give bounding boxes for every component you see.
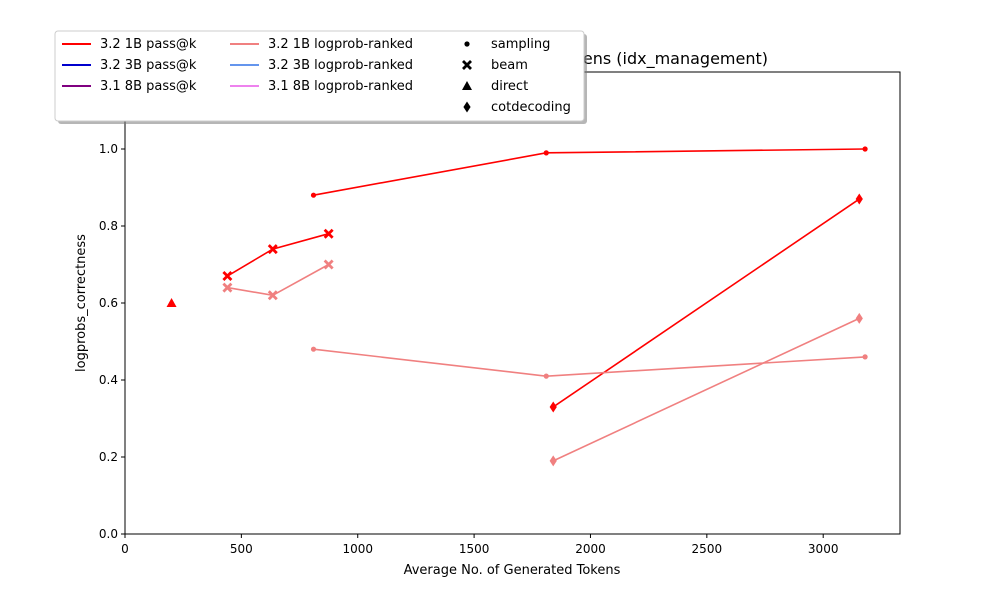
series-line-3-2-1b-logprob-ranked-sampling xyxy=(313,348,866,377)
legend-label: 3.2 1B logprob-ranked xyxy=(268,37,413,52)
series-line-3-2-1b-logprob-ranked-cotdecoding xyxy=(552,317,860,462)
x-tick-label: 3000 xyxy=(808,542,839,556)
x-tick-label: 1500 xyxy=(459,542,490,556)
legend-label: 3.1 8B logprob-ranked xyxy=(268,79,413,94)
y-tick-label: 1.0 xyxy=(99,142,118,156)
data-point-3-2-1b-logprob-ranked-cotdecoding xyxy=(855,312,863,324)
series-line-3-2-1b-pass-k-beam xyxy=(226,232,329,277)
data-point-3-2-1b-logprob-ranked-beam xyxy=(222,282,233,293)
legend-label: 3.2 1B pass@k xyxy=(100,37,197,52)
legend-label: 3.2 3B pass@k xyxy=(100,58,197,73)
data-point-3-2-1b-logprob-ranked-beam xyxy=(267,290,278,301)
legend-box xyxy=(54,30,585,122)
x-tick-label: 2500 xyxy=(692,542,723,556)
legend-label: cotdecoding xyxy=(491,100,571,115)
legend-marker-triangle xyxy=(462,81,472,90)
data-point-3-2-1b-pass-k-sampling xyxy=(543,150,549,156)
legend-label: direct xyxy=(491,79,528,94)
x-tick-label: 0 xyxy=(121,542,129,556)
x-tick-label: 1000 xyxy=(342,542,373,556)
x-axis-label: Average No. of Generated Tokens xyxy=(404,563,621,578)
data-point-3-2-1b-pass-k-cotdecoding xyxy=(855,193,863,205)
data-point-3-2-1b-pass-k-sampling xyxy=(310,192,317,198)
series-line-3-2-1b-logprob-ranked-beam xyxy=(227,263,330,297)
data-point-3-2-1b-logprob-ranked-sampling xyxy=(862,354,868,360)
y-tick-label: 0.0 xyxy=(99,527,118,541)
data-point-3-2-1b-pass-k-beam xyxy=(222,271,233,282)
series-layer xyxy=(166,146,868,467)
data-point-3-2-1b-pass-k-beam xyxy=(323,228,334,239)
legend-marker-x xyxy=(462,60,472,70)
series-line-3-2-1b-pass-k-cotdecoding xyxy=(552,198,860,408)
data-point-3-2-1b-pass-k-sampling xyxy=(862,146,868,152)
y-tick-label: 0.8 xyxy=(99,219,118,233)
legend-label: 3.1 8B pass@k xyxy=(100,79,197,94)
x-tick-label: 500 xyxy=(230,542,253,556)
data-point-3-2-1b-logprob-ranked-sampling xyxy=(310,346,317,352)
y-tick-label: 0.6 xyxy=(99,296,118,310)
x-tick-label: 2000 xyxy=(575,542,606,556)
data-point-3-2-1b-logprob-ranked-cotdecoding xyxy=(549,455,557,467)
legend: 3.2 1B pass@k 3.2 3B pass@k 3.1 8B pass@k 3… xyxy=(54,30,587,124)
data-point-3-2-1b-pass-k-beam xyxy=(267,244,278,255)
legend-marker-diamond xyxy=(463,101,471,113)
data-point-3-2-1b-pass-k-cotdecoding xyxy=(549,401,557,413)
chart-title: …ens (idx_management) xyxy=(567,49,768,69)
data-point-3-2-1b-logprob-ranked-beam xyxy=(323,259,334,270)
y-axis-label: logprobs_correctness xyxy=(74,234,89,372)
plot-area-frame xyxy=(124,71,901,535)
y-tick-label: 0.4 xyxy=(99,373,118,387)
data-point-3-2-1b-logprob-ranked-sampling xyxy=(543,373,549,379)
legend-label: beam xyxy=(491,58,528,73)
axis-ticks: 0 500 1000 1500 2000 2500 3000 0.0 0.2 0.4 0.6 0.8 1… xyxy=(99,142,839,556)
series-line-3-2-1b-pass-k-sampling xyxy=(313,148,866,196)
legend-label: 3.2 3B logprob-ranked xyxy=(268,58,413,73)
data-point-3-2-1b-pass-k-direct xyxy=(166,298,177,307)
y-tick-label: 0.2 xyxy=(99,450,118,464)
legend-label: sampling xyxy=(491,37,550,52)
legend-marker-dot xyxy=(464,41,470,47)
